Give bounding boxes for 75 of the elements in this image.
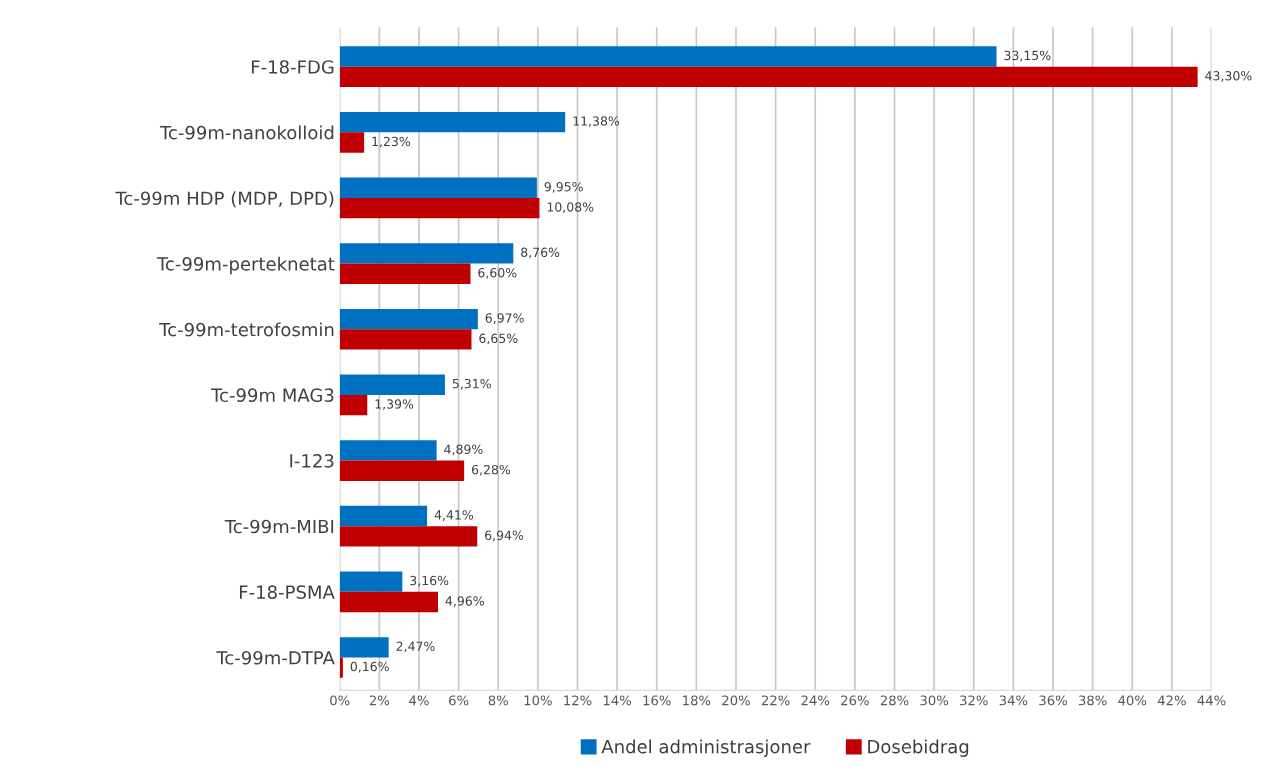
bar: [339, 308, 478, 330]
x-tick-label: 28%: [880, 695, 909, 706]
bar: [339, 374, 445, 395]
data-label: 33,15%: [1004, 50, 1051, 62]
data-label: 6,65%: [479, 333, 518, 345]
data-label: 4,96%: [445, 596, 484, 607]
data-label: 5,31%: [452, 378, 491, 390]
bar: [339, 526, 478, 547]
y-tick-label: Tc-99m HDP (MDP, DPD): [115, 191, 334, 208]
y-tick-label: F-18-FDG: [251, 60, 334, 74]
bar: [339, 263, 471, 284]
bar: [339, 46, 997, 67]
legend-label: Dosebidrag: [868, 739, 969, 757]
data-label: 43,30%: [1205, 71, 1252, 82]
y-tick-label: F-18-PSMA: [239, 585, 335, 599]
bar: [339, 132, 365, 153]
bar: [339, 111, 566, 133]
legend-label: Andel administrasjoner: [601, 739, 811, 757]
data-label: 10,08%: [547, 202, 594, 214]
data-label: 9,95%: [544, 181, 583, 193]
x-tick-label: 10%: [524, 695, 552, 706]
data-label: 6,60%: [478, 267, 517, 279]
bar: [339, 394, 368, 416]
x-tick-label: 22%: [761, 695, 790, 706]
x-tick-label: 14%: [603, 695, 632, 706]
x-tick-label: 18%: [683, 695, 711, 706]
bar: [339, 591, 438, 613]
y-tick-label: Tc-99m-perteknetat: [156, 256, 335, 275]
x-tick-label: 34%: [999, 695, 1028, 706]
y-tick-label: Tc-99m-DTPA: [216, 650, 335, 665]
data-label: 4,41%: [434, 510, 474, 521]
x-tick-label: 20%: [722, 695, 750, 706]
bar: [339, 440, 437, 461]
x-tick-label: 36%: [1039, 695, 1067, 706]
x-tick-label: 44%: [1197, 695, 1226, 706]
data-label: 1,39%: [375, 399, 414, 410]
x-tick-label: 2%: [369, 695, 390, 706]
x-tick-label: 16%: [643, 695, 671, 706]
data-label: 3,16%: [410, 575, 449, 587]
y-tick-label: Tc-99m-MIBI: [224, 519, 334, 534]
bar: [339, 197, 540, 219]
data-label: 2,47%: [396, 641, 435, 653]
x-tick-label: 30%: [920, 695, 949, 706]
x-tick-label: 8%: [488, 695, 508, 706]
bar: [339, 243, 514, 264]
data-label: 6,28%: [471, 464, 511, 476]
x-tick-label: 32%: [960, 695, 988, 706]
data-label: 4,89%: [444, 444, 483, 456]
x-tick-label: 12%: [564, 695, 592, 706]
bar: [339, 329, 472, 350]
y-tick-label: Tc-99m-nanokolloid: [159, 125, 334, 140]
bar: [339, 637, 389, 658]
y-tick-label: Tc-99m-tetrofosmin: [159, 322, 334, 337]
y-tick-label: Tc-99m MAG3: [211, 388, 334, 403]
x-tick-label: 4%: [409, 695, 429, 706]
data-label: 8,76%: [521, 247, 560, 259]
x-tick-label: 0%: [330, 695, 350, 706]
bar: [339, 66, 1198, 88]
data-label: 6,94%: [485, 530, 524, 542]
x-tick-label: 26%: [841, 695, 869, 706]
x-tick-label: 40%: [1118, 695, 1147, 706]
data-label: 6,97%: [485, 313, 524, 324]
bar: [339, 460, 465, 481]
x-tick-label: 6%: [449, 695, 469, 706]
data-label: 1,23%: [372, 136, 411, 148]
bar: [339, 657, 343, 678]
x-tick-label: 24%: [801, 695, 830, 706]
data-label: 0,16%: [350, 661, 389, 673]
data-label: 11,38%: [573, 116, 620, 128]
x-tick-label: 42%: [1157, 695, 1186, 706]
bar: [339, 571, 403, 592]
y-tick-label: I-123: [290, 454, 334, 468]
x-tick-label: 38%: [1078, 695, 1107, 706]
bar: [339, 177, 537, 198]
bar: [339, 505, 428, 527]
